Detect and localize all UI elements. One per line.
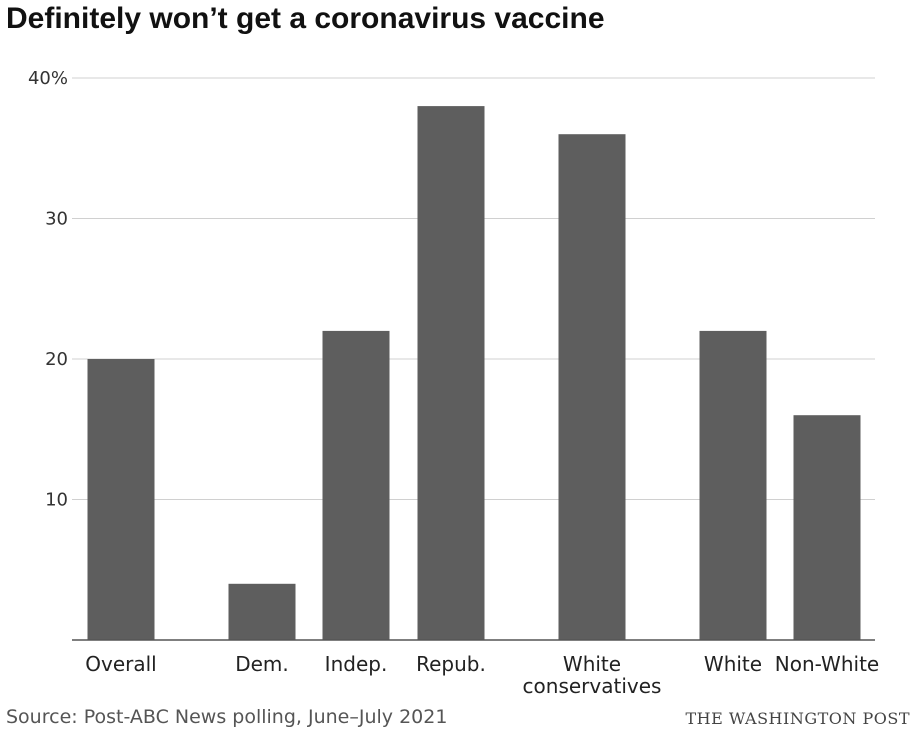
category-label: Indep. xyxy=(325,652,388,676)
publisher-credit: THE WASHINGTON POST xyxy=(685,709,910,728)
source-note: Source: Post-ABC News polling, June–July… xyxy=(6,706,448,728)
bar xyxy=(699,330,767,640)
category-label: Repub. xyxy=(416,652,486,676)
category-label: Dem. xyxy=(235,652,289,676)
bar xyxy=(558,134,626,640)
bar xyxy=(322,330,390,640)
y-tick-label: 40% xyxy=(28,68,68,89)
category-label: White conservatives xyxy=(523,652,662,698)
bar xyxy=(793,415,861,640)
category-label: Overall xyxy=(85,652,156,676)
bar xyxy=(87,359,155,640)
category-label: Non-White xyxy=(775,652,879,676)
category-labels: Overall Dem. Indep. Repub. White conservative… xyxy=(85,652,879,698)
y-tick-label: 30 xyxy=(45,209,68,230)
bars xyxy=(87,106,861,641)
category-label: White xyxy=(704,652,762,676)
bar xyxy=(417,106,485,641)
chart-title: Definitely won’t get a coronavirus vacci… xyxy=(6,2,605,35)
y-tick-label: 10 xyxy=(45,490,68,511)
bar xyxy=(228,583,296,640)
y-tick-label: 20 xyxy=(45,349,68,370)
